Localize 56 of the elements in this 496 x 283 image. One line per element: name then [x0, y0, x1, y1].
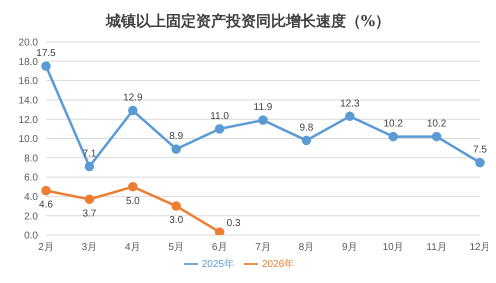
- data-label: 5.0: [126, 196, 140, 207]
- point: [84, 194, 94, 204]
- point: [302, 136, 312, 146]
- x-tick-label: 10月: [382, 242, 404, 254]
- data-label: 0.3: [226, 218, 241, 230]
- data-label: 7.5: [473, 144, 488, 156]
- x-tick-label: 5月: [168, 242, 184, 254]
- point: [388, 132, 398, 142]
- data-label: 3.0: [169, 215, 184, 226]
- x-tick-label: 3月: [82, 242, 98, 254]
- data-label: 12.9: [123, 92, 143, 104]
- x-tick-label: 6月: [212, 242, 228, 254]
- x-tick-label: 4月: [125, 242, 141, 254]
- point: [41, 61, 51, 71]
- data-label: 11.9: [254, 102, 273, 114]
- point: [128, 182, 138, 192]
- x-tick-label: 12月: [469, 242, 491, 254]
- point: [128, 106, 138, 116]
- point: [214, 124, 224, 134]
- y-tick-label: 0.0: [24, 230, 38, 242]
- data-label: 10.2: [426, 118, 447, 130]
- y-tick-label: 12.0: [18, 114, 38, 126]
- y-tick-label: 10.0: [18, 134, 38, 146]
- data-label: 4.6: [39, 200, 54, 211]
- y-tick-label: 14.0: [18, 95, 38, 106]
- point: [345, 112, 355, 122]
- x-tick-label: 8月: [298, 242, 314, 254]
- data-label: 10.2: [383, 118, 404, 130]
- x-tick-label: 7月: [255, 242, 271, 254]
- point: [171, 201, 181, 211]
- point: [84, 162, 94, 172]
- data-label: 17.5: [36, 48, 56, 60]
- legend-label: 2026年: [262, 259, 294, 270]
- data-label: 3.7: [82, 208, 97, 220]
- data-label: 8.9: [169, 131, 184, 142]
- point: [475, 158, 485, 168]
- y-tick-label: 6.0: [24, 172, 38, 184]
- point: [432, 132, 442, 142]
- point: [41, 186, 51, 196]
- y-tick-label: 18.0: [18, 56, 38, 68]
- point: [171, 144, 181, 154]
- x-tick-label: 2月: [38, 242, 54, 254]
- point: [258, 115, 268, 125]
- y-tick-label: 2.0: [24, 211, 38, 222]
- y-tick-label: 4.0: [24, 192, 38, 203]
- data-label: 9.8: [299, 122, 314, 134]
- data-label: 11.0: [210, 110, 230, 122]
- data-label: 12.3: [340, 98, 360, 110]
- y-tick-label: 8.0: [24, 153, 38, 164]
- y-tick-label: 20.0: [18, 38, 38, 49]
- y-tick-label: 16.0: [18, 76, 38, 88]
- point: [214, 227, 224, 235]
- chart-title: 城镇以上固定资产投资同比增长速度（%）: [104, 11, 392, 32]
- legend-label: 2025年: [202, 259, 234, 270]
- x-tick-label: 11月: [426, 242, 447, 254]
- x-tick-label: 9月: [342, 242, 358, 254]
